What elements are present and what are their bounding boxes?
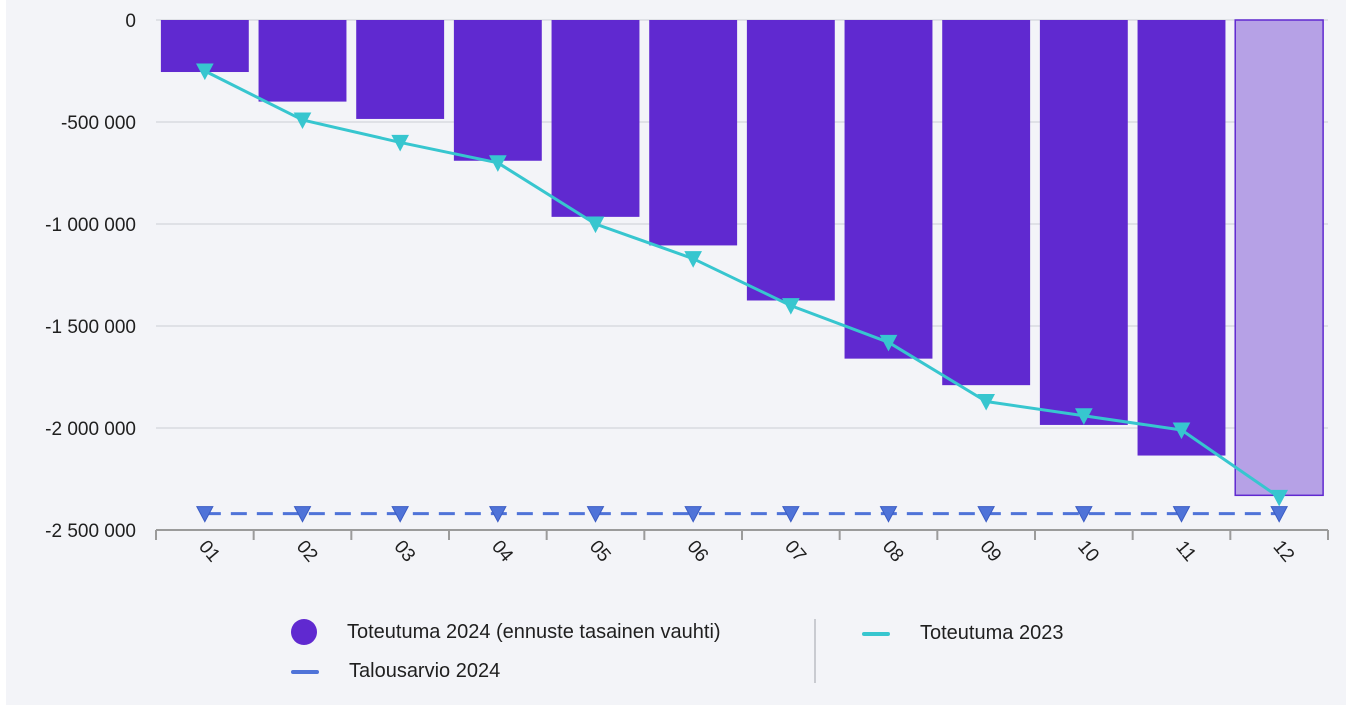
- bar[interactable]: [258, 20, 347, 102]
- line-series: [195, 63, 1289, 523]
- triangle-down-marker[interactable]: [1074, 408, 1093, 425]
- bar[interactable]: [356, 20, 445, 119]
- triangle-down-marker[interactable]: [1270, 489, 1289, 507]
- triangle-down-marker[interactable]: [879, 334, 898, 352]
- triangle-down-marker[interactable]: [1172, 506, 1191, 523]
- bar[interactable]: [942, 20, 1031, 386]
- x-tick-label: 04: [487, 537, 517, 567]
- triangle-down-marker[interactable]: [195, 506, 214, 523]
- triangle-down-marker[interactable]: [195, 63, 214, 81]
- triangle-down-marker[interactable]: [684, 506, 703, 523]
- triangle-down-marker[interactable]: [293, 506, 312, 523]
- x-tick-label: 12: [1269, 537, 1299, 567]
- triangle-down-marker[interactable]: [684, 251, 703, 268]
- x-tick-label: 07: [780, 537, 810, 567]
- y-tick-label: 0: [125, 11, 136, 32]
- y-tick-label: -2 000 000: [45, 419, 136, 440]
- bar[interactable]: [649, 20, 738, 246]
- x-tick-label: 01: [194, 537, 224, 567]
- x-tick-label: 11: [1171, 537, 1200, 566]
- y-tick-label: -1 500 000: [45, 317, 136, 338]
- triangle-down-marker[interactable]: [781, 506, 800, 523]
- legend-item-toteutuma-2024[interactable]: Toteutuma 2024 (ennuste tasainen vauhti): [291, 619, 721, 645]
- legend-dot-icon: [291, 619, 317, 645]
- bar[interactable]: [160, 20, 249, 73]
- triangle-down-marker[interactable]: [586, 506, 605, 523]
- triangle-down-marker[interactable]: [1074, 506, 1093, 523]
- triangle-down-marker[interactable]: [488, 506, 507, 523]
- bar[interactable]: [1137, 20, 1226, 456]
- triangle-down-marker[interactable]: [293, 112, 312, 130]
- y-tick-label: -500 000: [61, 113, 136, 134]
- triangle-down-marker[interactable]: [879, 506, 898, 523]
- triangle-down-marker[interactable]: [488, 155, 507, 172]
- bar[interactable]: [551, 20, 640, 217]
- triangle-down-marker[interactable]: [391, 134, 410, 152]
- gridlines: [156, 19, 1328, 429]
- chart-panel: 0 -500 000 -1 000 000 -1 500 000 -2 000 000 -…: [6, 0, 1346, 705]
- legend-item-talousarvio-2024[interactable]: Talousarvio 2024: [291, 660, 500, 683]
- x-tick-label: 05: [585, 537, 615, 567]
- chart-plot: 0 -500 000 -1 000 000 -1 500 000 -2 000 000 -…: [45, 11, 1329, 567]
- legend-divider: [814, 619, 816, 683]
- bar[interactable]: [844, 20, 933, 359]
- bar[interactable]: [453, 20, 542, 161]
- y-tick-label: -2 500 000: [45, 521, 136, 542]
- bar-forecast[interactable]: [1234, 19, 1324, 497]
- legend-label: Talousarvio 2024: [349, 660, 501, 682]
- triangle-down-marker[interactable]: [1270, 506, 1289, 523]
- triangle-down-marker[interactable]: [391, 506, 410, 523]
- legend-line-icon: [862, 631, 890, 636]
- triangle-down-marker[interactable]: [977, 506, 996, 523]
- x-tick-label: 03: [390, 537, 420, 567]
- bar[interactable]: [746, 20, 835, 301]
- legend-line-icon: [291, 669, 319, 674]
- legend-label: Toteutuma 2023: [920, 622, 1064, 644]
- x-tick-label: 10: [1073, 537, 1103, 567]
- triangle-down-marker[interactable]: [781, 298, 800, 315]
- legend-label: Toteutuma 2024 (ennuste tasainen vauhti): [347, 620, 721, 643]
- line-series-path: [204, 69, 1281, 499]
- x-tick-label: 08: [878, 537, 908, 567]
- legend: Toteutuma 2024 (ennuste tasainen vauhti)…: [276, 614, 1136, 686]
- legend-item-toteutuma-2023[interactable]: Toteutuma 2023: [862, 622, 1063, 645]
- x-tick-label: 02: [292, 537, 322, 567]
- x-tick-label: 06: [683, 537, 713, 567]
- triangle-down-marker[interactable]: [586, 216, 605, 234]
- y-tick-label: -1 000 000: [45, 215, 136, 236]
- triangle-down-marker[interactable]: [1172, 422, 1191, 440]
- bar-series: [160, 19, 1324, 497]
- bar[interactable]: [1039, 20, 1128, 425]
- x-tick-label: 09: [976, 537, 1006, 567]
- triangle-down-marker[interactable]: [977, 393, 996, 411]
